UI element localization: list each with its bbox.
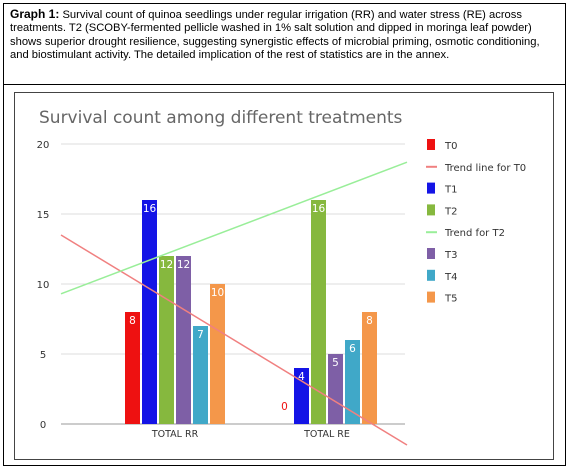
data-label: 5 [332, 357, 339, 369]
legend-label: T1 [444, 185, 457, 196]
chart-title: Survival count among different treatment… [39, 108, 403, 128]
bar-t0 [125, 312, 140, 424]
data-label: 12 [177, 259, 190, 271]
data-label: 10 [211, 287, 224, 299]
legend-label: T4 [444, 272, 457, 283]
bar-t3 [328, 354, 343, 424]
data-label: 16 [312, 203, 326, 215]
legend-swatch [427, 182, 435, 194]
data-label: 16 [143, 203, 157, 215]
data-label: 0 [281, 401, 288, 413]
bar-t5 [362, 312, 377, 424]
bar-t2 [311, 200, 326, 424]
caption-divider [3, 84, 566, 85]
caption-text: Survival count of quinoa seedlings under… [10, 9, 540, 62]
legend-label: T3 [444, 250, 457, 261]
bar-t3 [176, 256, 191, 424]
y-tick-label: 5 [40, 350, 46, 361]
x-tick-label: TOTAL RR [151, 429, 199, 440]
legend-swatch [427, 269, 435, 281]
legend-label: T0 [444, 141, 457, 152]
figure-frame [3, 3, 566, 466]
legend-swatch [427, 139, 435, 150]
y-tick-label: 20 [37, 140, 50, 151]
trendline-t0 [60, 234, 408, 446]
caption-title: Graph 1: [10, 7, 60, 21]
bar-t5 [210, 284, 225, 424]
chart-container: Survival count among different treatment… [14, 92, 554, 460]
bar-t1 [142, 200, 157, 424]
bar-t1 [294, 368, 309, 424]
legend-label: Trend line for T0 [444, 163, 526, 174]
legend-swatch [427, 204, 435, 216]
data-label: 7 [197, 329, 204, 341]
data-label: 6 [349, 343, 356, 355]
data-label: 8 [129, 315, 136, 327]
bar-t2 [159, 256, 174, 424]
data-label: 4 [298, 371, 305, 383]
y-tick-label: 15 [37, 210, 50, 221]
bar-t4 [193, 326, 208, 424]
data-label: 12 [160, 259, 173, 271]
figure-caption: Graph 1: Survival count of quinoa seedli… [10, 7, 558, 63]
x-tick-label: TOTAL RE [303, 429, 350, 440]
y-tick-label: 0 [40, 420, 46, 431]
legend-swatch [427, 248, 435, 259]
y-tick-label: 10 [37, 280, 50, 291]
legend-swatch [427, 291, 435, 303]
survival-bar-chart: Survival count among different treatment… [37, 108, 526, 446]
legend-label: T5 [444, 294, 457, 305]
legend-label: Trend for T2 [444, 228, 505, 239]
legend-label: T2 [444, 206, 457, 217]
bar-t4 [345, 340, 360, 424]
data-label: 8 [366, 315, 373, 327]
trendline-t2 [60, 161, 408, 295]
